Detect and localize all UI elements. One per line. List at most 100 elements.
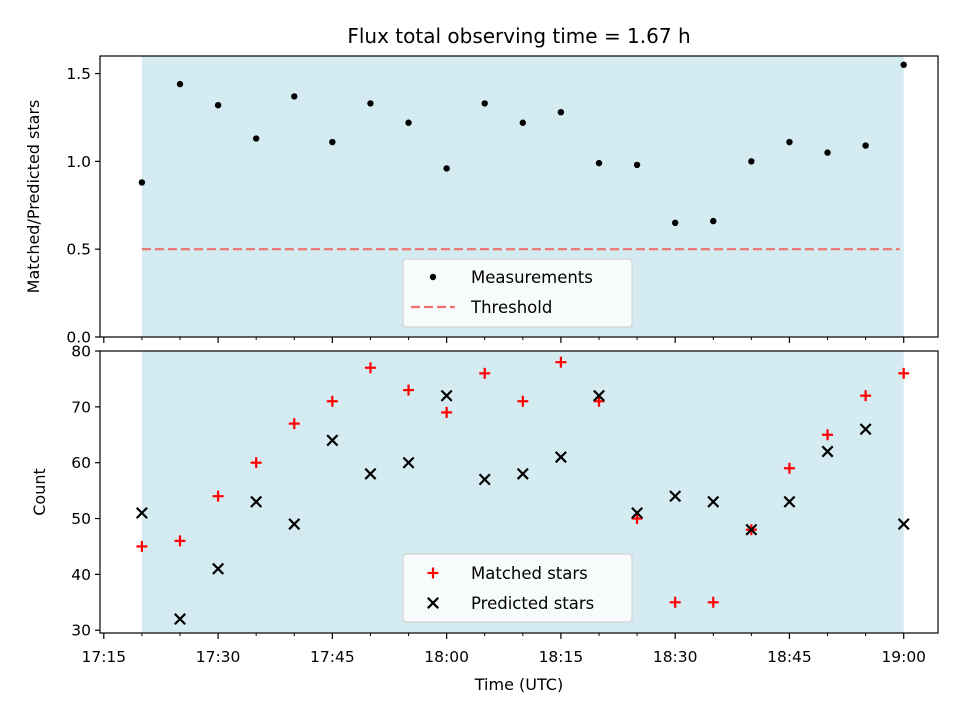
predicted-star-point [669,490,682,503]
predicted-star-point [745,523,758,536]
matched-star-point [479,367,491,379]
matched-star-point [364,362,376,374]
predicted-star-point [897,518,910,531]
top-y-tick-label: 1.5 [66,65,91,83]
measurement-point [329,138,336,146]
predicted-star-point [707,495,720,508]
legend-matched-label: Matched stars [471,564,588,583]
predicted-star-point [631,506,644,519]
top-x-ticks [103,337,905,343]
top-legend: Measurements Threshold [402,258,633,328]
bottom-legend: Matched stars Predicted stars [402,553,633,623]
legend-measurement-marker [429,273,437,281]
matched-star-point [860,390,872,402]
predicted-star-point [135,506,148,519]
top-y-tick-label: 0.0 [66,329,91,347]
measurement-point [824,149,831,156]
x-tick-label: 18:30 [653,648,698,666]
measurement-point [786,138,793,146]
legend-threshold-label: Threshold [470,298,552,317]
matched-star-point [593,395,605,407]
matched-star-point [631,513,643,525]
x-axis-label: Time (UTC) [474,675,563,694]
measurement-point [443,165,450,172]
top-panel: 0.0 0.5 1.0 1.5 Flux total observing time =… [24,24,939,347]
x-tick-label: 18:15 [539,648,584,666]
matched-star-point [136,540,148,552]
matched-star-point [250,457,262,469]
matched-star-point [403,384,415,396]
bottom-count-points [135,356,910,626]
bottom-y-tick-label: 60 [71,454,91,472]
legend-box [402,553,633,623]
matched-star-point [783,462,795,474]
bottom-x-ticks: 17:15 17:30 17:45 18:00 18:15 18:30 18:45 19:00 [81,633,926,666]
matched-star-point [555,356,567,368]
bottom-y-axis-label: Count [30,468,49,516]
predicted-star-point [364,467,377,480]
bottom-y-tick-label: 50 [71,510,91,528]
legend-predicted-label: Predicted stars [471,594,594,613]
bottom-y-tick-label: 70 [71,398,91,416]
measurement-point [900,61,907,68]
bottom-y-tick-label: 40 [71,566,91,584]
measurement-point [481,100,488,107]
top-y-ticks: 0.0 0.5 1.0 1.5 [66,65,100,347]
matched-star-point [669,596,681,608]
chart-title: Flux total observing time = 1.67 h [347,24,690,48]
predicted-star-point [174,613,186,626]
measurement-point [671,219,679,227]
matched-star-point [174,535,186,547]
x-tick-label: 17:45 [310,648,355,666]
measurement-point [710,217,717,225]
x-tick-label: 17:30 [196,648,241,666]
measurement-point [214,101,222,109]
top-y-axis-label: Matched/Predicted stars [24,100,43,294]
predicted-star-point [554,451,567,464]
predicted-star-point [516,467,529,480]
measurement-point [557,109,565,116]
measurement-point [367,100,374,107]
top-y-tick-label: 1.0 [66,153,91,171]
measurement-point [176,80,184,88]
measurement-point [252,135,260,142]
top-measurement-points [138,61,907,227]
matched-star-point [898,367,910,379]
matched-star-point [288,418,300,430]
predicted-star-point [478,473,491,486]
measurement-point [633,161,641,169]
predicted-star-point [783,495,796,508]
bottom-axes-frame [99,350,939,634]
predicted-star-point [212,562,225,575]
matched-star-point [441,406,453,418]
legend-box [402,258,633,328]
bottom-panel: 30 40 50 60 70 80 17:15 17:30 17:45 18:00 18:15 18… [30,343,939,694]
top-axes-frame [99,55,939,338]
predicted-star-point [859,423,872,436]
legend-measurements-label: Measurements [471,268,593,287]
predicted-star-point [288,518,301,531]
matched-star-point [517,395,529,407]
x-tick-label: 19:00 [881,648,926,666]
legend-predicted-marker [427,597,439,609]
x-tick-label: 18:45 [767,648,812,666]
matched-star-point [212,490,224,502]
bottom-y-tick-label: 80 [71,343,91,361]
matched-star-point [707,596,719,608]
measurement-point [595,159,603,167]
measurement-point [748,158,755,165]
predicted-star-point [593,389,605,402]
x-tick-label: 17:15 [81,648,126,666]
measurement-point [138,179,146,186]
measurement-point [519,119,527,126]
predicted-star-point [326,434,339,447]
predicted-star-point [440,389,453,402]
predicted-star-point [402,456,415,469]
legend-matched-marker [427,567,439,579]
measurement-point [862,142,869,149]
bottom-y-tick-label: 30 [71,622,91,640]
predicted-star-point [250,495,263,508]
measurement-point [291,93,298,100]
bottom-y-ticks: 30 40 50 60 70 80 [71,343,100,640]
